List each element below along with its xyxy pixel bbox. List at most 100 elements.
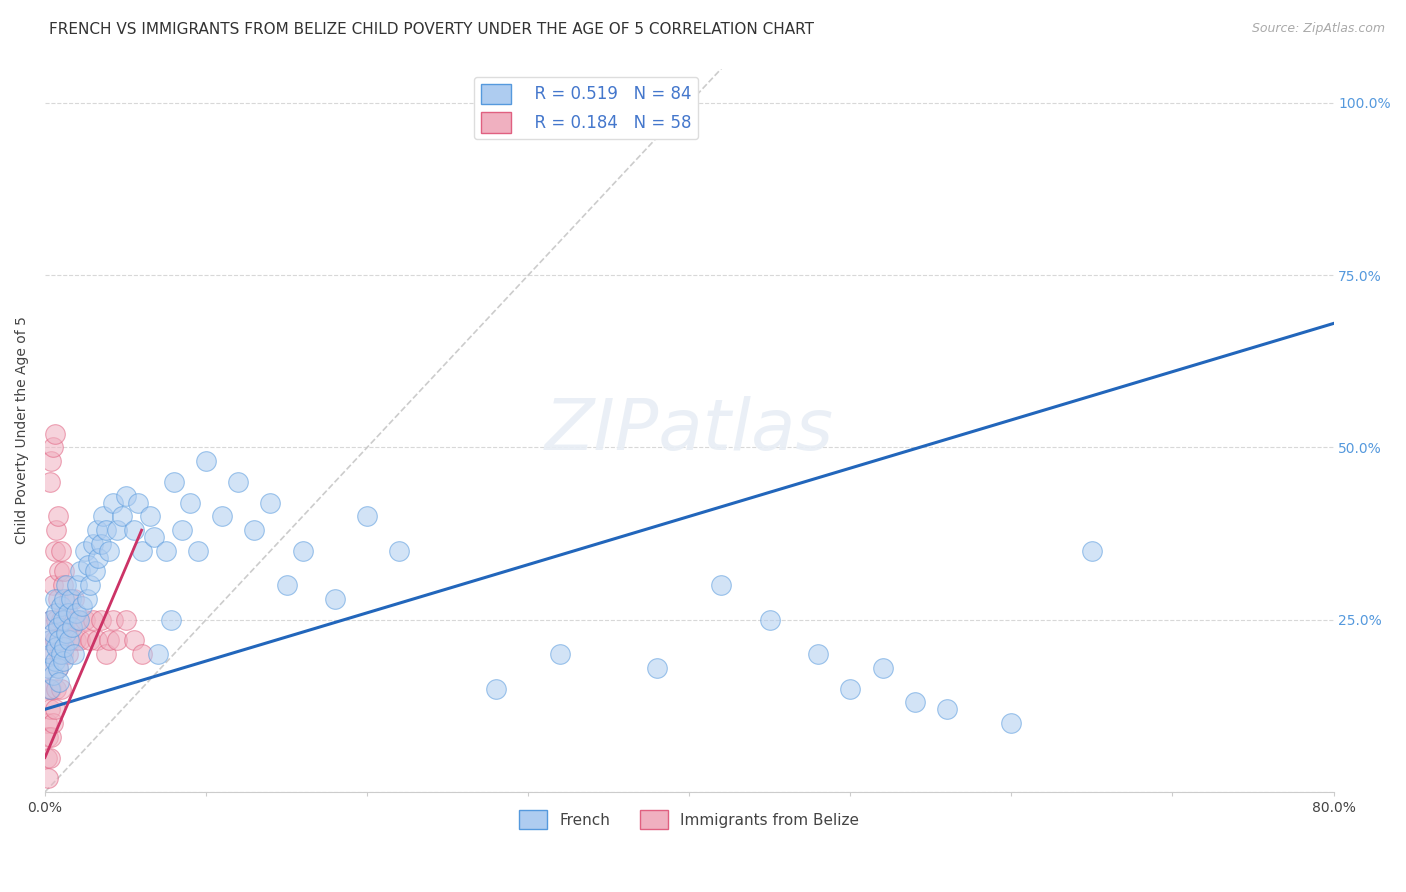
Point bbox=[67, 613, 90, 627]
Point bbox=[79, 578, 101, 592]
Point bbox=[60, 619, 83, 633]
Point bbox=[46, 509, 69, 524]
Point bbox=[101, 495, 124, 509]
Point bbox=[66, 578, 89, 592]
Point bbox=[49, 599, 72, 613]
Point bbox=[49, 647, 72, 661]
Point bbox=[41, 647, 63, 661]
Point bbox=[122, 633, 145, 648]
Text: ZIPatlas: ZIPatlas bbox=[544, 396, 834, 465]
Point bbox=[45, 523, 67, 537]
Point bbox=[155, 544, 177, 558]
Point bbox=[56, 606, 79, 620]
Point bbox=[710, 578, 733, 592]
Y-axis label: Child Poverty Under the Age of 5: Child Poverty Under the Age of 5 bbox=[15, 317, 30, 544]
Point bbox=[904, 695, 927, 709]
Point bbox=[91, 509, 114, 524]
Point bbox=[41, 730, 63, 744]
Point bbox=[49, 681, 72, 696]
Point bbox=[35, 750, 58, 764]
Point bbox=[90, 537, 112, 551]
Point bbox=[42, 578, 65, 592]
Point bbox=[226, 475, 249, 489]
Point bbox=[37, 661, 59, 675]
Point bbox=[138, 509, 160, 524]
Point bbox=[1081, 544, 1104, 558]
Point bbox=[66, 613, 89, 627]
Point bbox=[122, 523, 145, 537]
Point bbox=[45, 613, 67, 627]
Text: Source: ZipAtlas.com: Source: ZipAtlas.com bbox=[1251, 22, 1385, 36]
Point bbox=[65, 606, 87, 620]
Point bbox=[107, 523, 129, 537]
Point bbox=[243, 523, 266, 537]
Point bbox=[839, 681, 862, 696]
Point bbox=[388, 544, 411, 558]
Point bbox=[59, 592, 82, 607]
Point bbox=[159, 613, 181, 627]
Point bbox=[48, 647, 70, 661]
Legend: French, Immigrants from Belize: French, Immigrants from Belize bbox=[513, 804, 865, 835]
Point bbox=[65, 633, 87, 648]
Point bbox=[82, 613, 104, 627]
Point bbox=[872, 661, 894, 675]
Point bbox=[41, 454, 63, 468]
Point bbox=[187, 544, 209, 558]
Point bbox=[101, 613, 124, 627]
Point bbox=[42, 441, 65, 455]
Text: FRENCH VS IMMIGRANTS FROM BELIZE CHILD POVERTY UNDER THE AGE OF 5 CORRELATION CH: FRENCH VS IMMIGRANTS FROM BELIZE CHILD P… bbox=[49, 22, 814, 37]
Point bbox=[48, 633, 70, 648]
Point bbox=[87, 550, 110, 565]
Point bbox=[53, 640, 76, 655]
Point bbox=[55, 613, 77, 627]
Point bbox=[936, 702, 959, 716]
Point bbox=[645, 661, 668, 675]
Point bbox=[807, 647, 830, 661]
Point bbox=[38, 750, 60, 764]
Point bbox=[98, 544, 121, 558]
Point bbox=[38, 633, 60, 648]
Point bbox=[146, 647, 169, 661]
Point bbox=[53, 633, 76, 648]
Point bbox=[291, 544, 314, 558]
Point bbox=[131, 647, 153, 661]
Point bbox=[53, 565, 76, 579]
Point bbox=[83, 565, 105, 579]
Point bbox=[46, 661, 69, 675]
Point bbox=[58, 633, 80, 648]
Point bbox=[35, 681, 58, 696]
Point bbox=[38, 702, 60, 716]
Point bbox=[53, 592, 76, 607]
Point bbox=[98, 633, 121, 648]
Point bbox=[45, 681, 67, 696]
Point bbox=[52, 578, 75, 592]
Point bbox=[45, 606, 67, 620]
Point bbox=[55, 578, 77, 592]
Point bbox=[195, 454, 218, 468]
Point bbox=[58, 592, 80, 607]
Point bbox=[82, 537, 104, 551]
Point bbox=[75, 544, 97, 558]
Point bbox=[42, 647, 65, 661]
Point bbox=[114, 489, 136, 503]
Point bbox=[44, 426, 66, 441]
Point bbox=[76, 592, 98, 607]
Point bbox=[44, 544, 66, 558]
Point bbox=[46, 619, 69, 633]
Point bbox=[356, 509, 378, 524]
Point bbox=[259, 495, 281, 509]
Point bbox=[37, 771, 59, 785]
Point bbox=[38, 633, 60, 648]
Point bbox=[55, 626, 77, 640]
Point bbox=[69, 565, 91, 579]
Point bbox=[41, 613, 63, 627]
Point bbox=[86, 523, 108, 537]
Point bbox=[41, 613, 63, 627]
Point bbox=[44, 702, 66, 716]
Point bbox=[1000, 716, 1022, 731]
Point bbox=[56, 647, 79, 661]
Point bbox=[52, 647, 75, 661]
Point bbox=[485, 681, 508, 696]
Point bbox=[131, 544, 153, 558]
Point bbox=[96, 523, 118, 537]
